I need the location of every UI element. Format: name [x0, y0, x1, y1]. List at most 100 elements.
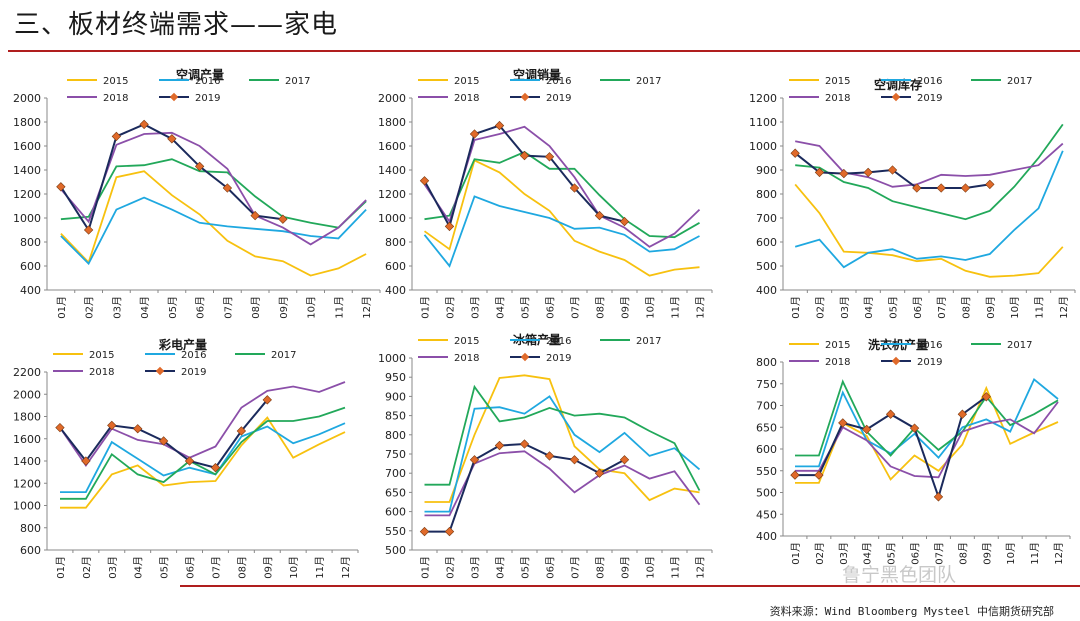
y-tick-label: 1200 — [13, 188, 41, 201]
series-line-2015 — [60, 416, 346, 509]
point-marker-2019 — [519, 439, 530, 449]
y-tick-label: 600 — [20, 544, 41, 557]
y-tick-label: 400 — [385, 284, 406, 297]
series-line-2015 — [794, 183, 1064, 278]
y-tick-label: 600 — [756, 236, 777, 249]
y-tick-label: 800 — [20, 522, 41, 535]
series-line-2015 — [423, 159, 700, 277]
watermark: 鲁宁黑色团队 — [842, 564, 957, 586]
point-marker-2019 — [957, 409, 968, 419]
x-tick-label: 08月 — [595, 556, 607, 579]
x-tick-label: 04月 — [495, 556, 507, 579]
legend-label-2016: 2016 — [181, 350, 206, 361]
point-marker-2019 — [222, 183, 233, 193]
legend-label-2015: 2015 — [103, 76, 128, 87]
legend-label-2019: 2019 — [195, 93, 220, 104]
x-tick-label: 10月 — [1005, 542, 1017, 565]
y-tick-label: 1000 — [13, 500, 41, 513]
y-tick-label: 800 — [756, 188, 777, 201]
point-marker-2019 — [56, 182, 66, 192]
y-tick-label: 1200 — [378, 188, 406, 201]
y-tick-label: 800 — [385, 429, 406, 442]
x-tick-label: 08月 — [250, 296, 262, 319]
x-tick-label: 03月 — [470, 556, 482, 579]
x-tick-label: 02月 — [445, 296, 457, 319]
point-marker-2019 — [107, 420, 117, 431]
series-line-2016 — [794, 150, 1064, 269]
legend-label-2019: 2019 — [181, 367, 206, 378]
y-tick-label: 1800 — [378, 116, 406, 129]
y-tick-label: 600 — [385, 506, 406, 519]
x-tick-label: 06月 — [910, 542, 922, 565]
y-tick-label: 800 — [756, 356, 777, 369]
chart-2: 空调销量 400 600 800 1000 1200 1400 1600 1800 2000 01月… — [378, 67, 713, 319]
chart-5: 冰箱产量500550600650700750800850900950100001… — [378, 332, 713, 579]
point-marker-2019 — [469, 129, 480, 139]
series-line-2017 — [795, 123, 1064, 221]
series-line-2017 — [60, 406, 346, 500]
x-tick-label: 09月 — [278, 296, 290, 319]
y-tick-label: 550 — [385, 525, 406, 538]
point-marker-2019 — [814, 470, 824, 480]
x-tick-label: 10月 — [288, 556, 300, 579]
chart-1: 空调产量 400 600 800 1000 1200 1400 1600 1800 2000 01月… — [13, 67, 381, 319]
y-tick-label: 700 — [756, 212, 777, 225]
x-tick-label: 07月 — [936, 296, 948, 319]
y-tick-label: 1200 — [13, 477, 41, 490]
series-line-2016 — [60, 422, 346, 494]
point-marker-2019 — [139, 119, 149, 130]
bottom-rule — [180, 585, 1080, 587]
point-marker-2019 — [494, 120, 505, 131]
x-tick-label: 05月 — [159, 556, 171, 579]
series-line-2018 — [59, 381, 346, 467]
legend-label-2017: 2017 — [1007, 340, 1032, 351]
legend-label-2018: 2018 — [825, 357, 850, 368]
x-tick-label: 06月 — [545, 556, 557, 579]
point-marker-2019 — [55, 422, 65, 433]
point-marker-2019 — [133, 424, 143, 434]
x-tick-label: 09月 — [262, 556, 274, 579]
legend-marker-2019 — [891, 92, 901, 102]
x-tick-label: 01月 — [420, 296, 432, 319]
legend-label-2016: 2016 — [917, 76, 942, 87]
legend-marker-2019 — [155, 366, 165, 376]
legend-label-2015: 2015 — [825, 340, 850, 351]
point-marker-2019 — [981, 392, 991, 402]
legend-label-2015: 2015 — [825, 76, 850, 87]
x-tick-label: 11月 — [670, 296, 682, 319]
point-marker-2019 — [594, 210, 605, 221]
y-tick-label: 850 — [385, 410, 406, 423]
x-tick-label: 12月 — [1058, 296, 1070, 319]
legend-label-2016: 2016 — [917, 340, 942, 351]
legend-label-2017: 2017 — [285, 76, 310, 87]
x-tick-label: 03月 — [838, 542, 850, 565]
x-tick-label: 04月 — [139, 296, 151, 319]
x-tick-label: 03月 — [111, 296, 123, 319]
x-tick-label: 05月 — [888, 296, 900, 319]
y-tick-label: 800 — [385, 236, 406, 249]
legend-label-2019: 2019 — [546, 93, 571, 104]
x-tick-label: 07月 — [210, 556, 222, 579]
legend-label-2015: 2015 — [89, 350, 114, 361]
point-marker-2019 — [210, 463, 221, 473]
y-tick-label: 1800 — [13, 116, 41, 129]
x-tick-label: 09月 — [620, 556, 632, 579]
series-line-2016 — [795, 377, 1059, 468]
x-tick-label: 05月 — [886, 542, 898, 565]
x-tick-label: 09月 — [981, 542, 993, 565]
legend-label-2016: 2016 — [546, 76, 571, 87]
x-tick-label: 10月 — [1009, 296, 1021, 319]
x-tick-label: 12月 — [695, 556, 707, 579]
point-marker-2019 — [184, 456, 195, 466]
y-tick-label: 400 — [756, 530, 777, 543]
series-line-2017 — [795, 379, 1059, 457]
point-marker-2019 — [250, 210, 260, 221]
y-tick-label: 600 — [20, 260, 41, 273]
point-marker-2019 — [194, 161, 205, 172]
point-marker-2019 — [885, 409, 896, 419]
y-tick-label: 1400 — [13, 455, 41, 468]
x-tick-label: 09月 — [985, 296, 997, 319]
x-tick-label: 01月 — [56, 296, 68, 319]
